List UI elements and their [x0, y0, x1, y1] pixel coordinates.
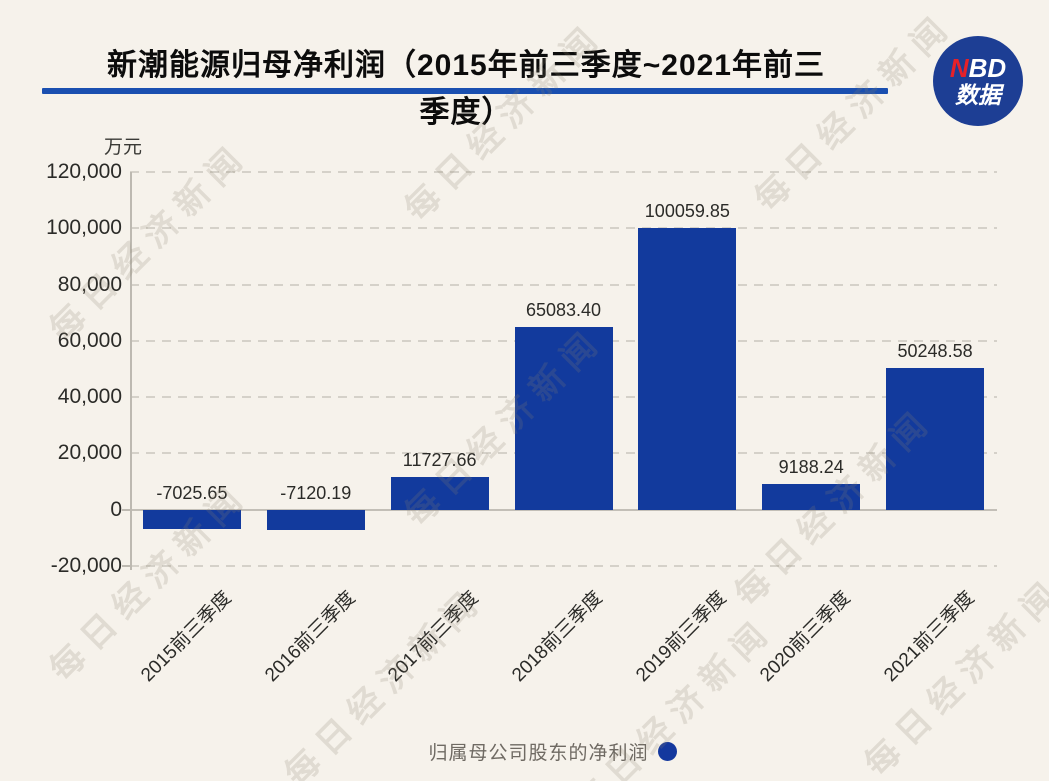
page-title-line2: 季度） [419, 96, 513, 130]
bar-value-label: 11727.66 [402, 449, 477, 470]
page-title: 新潮能源归母净利润（2015年前三季度~2021年前三 季度） [42, 42, 890, 136]
y-tick-mark [122, 508, 130, 511]
y-tick-mark [122, 565, 130, 567]
gridline [130, 283, 997, 286]
bar-value-label: 9188.24 [778, 456, 844, 477]
bar-2015前三季度 [142, 509, 241, 530]
nbd-logo-bd: BD [968, 53, 1007, 84]
zero-gridline [130, 508, 997, 511]
y-tick-label: 120,000 [46, 160, 122, 183]
y-axis-line [130, 172, 132, 570]
page-title-line1: 新潮能源归母净利润（2015年前三季度~2021年前三 [107, 49, 825, 83]
y-tick-label: 100,000 [46, 216, 122, 240]
bar-value-label: -7025.65 [156, 482, 228, 503]
gridline [130, 171, 997, 173]
y-tick-label: 20,000 [57, 441, 122, 465]
bar-value-label: 65083.40 [525, 299, 602, 320]
y-tick-label: 60,000 [57, 328, 122, 352]
y-tick-label: 40,000 [57, 385, 122, 409]
legend-marker-icon [657, 742, 677, 761]
bar-2019前三季度 [638, 228, 737, 510]
title-underline [42, 88, 888, 94]
bar-2016前三季度 [266, 509, 365, 530]
nbd-logo-text: NBD [950, 55, 1006, 82]
nbd-logo-subtext: 数据 [955, 81, 1001, 108]
bar-value-label: 50248.58 [897, 341, 973, 362]
bar-value-label: 100059.85 [644, 201, 730, 222]
y-tick-label: 80,000 [57, 272, 122, 296]
bar-2017前三季度 [390, 476, 489, 510]
x-axis-label: 2021前三季度 [705, 584, 978, 686]
bar-value-label: -7120.19 [280, 482, 352, 503]
y-axis-unit-label: 万元 [104, 137, 143, 158]
bar-2020前三季度 [762, 483, 861, 510]
gridline [130, 565, 997, 567]
y-tick-label: -20,000 [50, 554, 122, 577]
nbd-logo: NBD 数据 [933, 36, 1023, 126]
y-tick-label: 0 [110, 497, 122, 521]
bar-2018前三季度 [514, 326, 613, 510]
nbd-logo-n: N [949, 53, 969, 84]
legend: 归属母公司股东的净利润 [28, 738, 1049, 765]
x-axis-label-text: 2021前三季度 [879, 587, 979, 687]
legend-label: 归属母公司股东的净利润 [428, 743, 649, 764]
bar-2021前三季度 [886, 368, 985, 510]
gridline [130, 227, 997, 230]
